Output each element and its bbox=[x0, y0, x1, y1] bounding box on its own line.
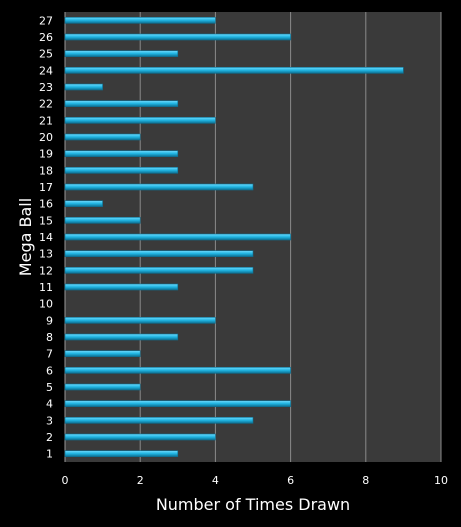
y-tick-label: 9 bbox=[46, 314, 53, 327]
bar bbox=[64, 83, 103, 91]
y-tick-label: 23 bbox=[39, 81, 53, 94]
y-tick-label: 1 bbox=[46, 448, 53, 461]
x-tick-label: 10 bbox=[434, 474, 448, 487]
y-tick-label: 4 bbox=[46, 398, 53, 411]
y-tick-label: 6 bbox=[46, 364, 53, 377]
y-tick-label: 2 bbox=[46, 431, 53, 444]
x-tick-label: 2 bbox=[137, 474, 144, 487]
bar bbox=[64, 33, 291, 41]
bar bbox=[64, 333, 179, 341]
y-tick-label: 24 bbox=[39, 64, 53, 77]
y-tick-label: 17 bbox=[39, 181, 53, 194]
bar bbox=[64, 267, 254, 274]
bar bbox=[64, 233, 291, 241]
bar bbox=[64, 133, 141, 141]
y-tick-label: 19 bbox=[39, 148, 53, 161]
bar bbox=[64, 317, 216, 324]
y-tick-label: 8 bbox=[46, 331, 53, 344]
y-tick-label: 10 bbox=[39, 298, 53, 311]
y-tick-label: 14 bbox=[39, 231, 53, 244]
bar bbox=[64, 117, 216, 124]
bar bbox=[64, 433, 216, 441]
bar bbox=[64, 17, 216, 24]
y-tick-label: 12 bbox=[39, 264, 53, 277]
x-tick-label: 0 bbox=[62, 474, 69, 487]
bar bbox=[64, 100, 179, 107]
y-tick-label: 25 bbox=[39, 48, 53, 61]
bar bbox=[64, 67, 404, 74]
y-tick-label: 15 bbox=[39, 214, 53, 227]
y-tick-label: 27 bbox=[39, 14, 53, 27]
y-tick-label: 7 bbox=[46, 348, 53, 361]
bar bbox=[64, 200, 103, 207]
x-tick-label: 4 bbox=[212, 474, 219, 487]
y-axis-title: Mega Ball bbox=[16, 198, 35, 276]
y-tick-label: 11 bbox=[39, 281, 53, 294]
y-tick-label: 3 bbox=[46, 414, 53, 427]
bar bbox=[64, 167, 179, 174]
y-tick-label: 16 bbox=[39, 198, 53, 211]
bar bbox=[64, 183, 254, 191]
x-tick-label: 8 bbox=[362, 474, 369, 487]
bar bbox=[64, 450, 179, 457]
bar bbox=[64, 250, 254, 257]
bar bbox=[64, 283, 179, 291]
bar bbox=[64, 383, 141, 391]
y-tick-label: 18 bbox=[39, 164, 53, 177]
y-tick-label: 5 bbox=[46, 381, 53, 394]
y-tick-label: 20 bbox=[39, 131, 53, 144]
y-tick-label: 22 bbox=[39, 98, 53, 111]
x-axis-title: Number of Times Drawn bbox=[156, 495, 350, 514]
x-tick-label: 6 bbox=[287, 474, 294, 487]
bar bbox=[64, 150, 179, 157]
y-tick-label: 21 bbox=[39, 114, 53, 127]
y-tick-label: 26 bbox=[39, 31, 53, 44]
y-tick-labels: 1234567891011121314151617181920212223242… bbox=[39, 14, 53, 460]
bar bbox=[64, 400, 291, 407]
x-tick-labels: 0 2 4 6 8 10 bbox=[62, 474, 449, 487]
bar bbox=[64, 50, 179, 57]
bar bbox=[64, 350, 141, 357]
bar bbox=[64, 217, 141, 224]
bar bbox=[64, 417, 254, 424]
bars bbox=[64, 17, 404, 457]
y-tick-label: 13 bbox=[39, 248, 53, 261]
bar bbox=[64, 367, 291, 374]
